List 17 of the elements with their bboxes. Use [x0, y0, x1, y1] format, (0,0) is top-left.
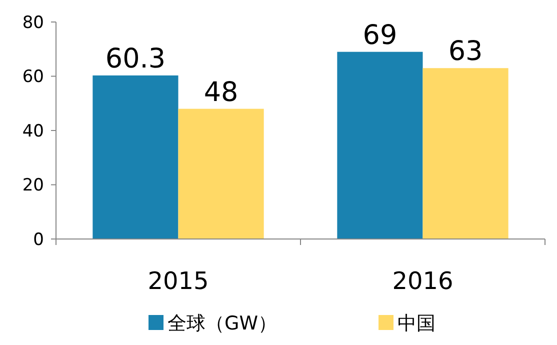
legend-label: 中国	[398, 312, 436, 335]
bar	[422, 68, 508, 239]
y-tick-label: 0	[33, 230, 44, 250]
bar	[178, 108, 264, 239]
data-label: 69	[362, 20, 398, 51]
data-label: 48	[204, 76, 238, 108]
y-tick-label: 20	[22, 176, 44, 196]
x-tick-label: 2016	[392, 267, 454, 295]
bar	[92, 75, 178, 239]
data-label: 60.3	[105, 43, 166, 74]
x-tick-label: 2015	[148, 267, 209, 295]
y-tick-label: 60	[22, 67, 44, 88]
y-tick-label: 40	[22, 121, 44, 142]
data-label: 63	[448, 36, 483, 68]
legend-label: 全球（GW）	[168, 312, 278, 335]
bar	[337, 52, 423, 239]
y-tick-label: 80	[22, 12, 44, 33]
